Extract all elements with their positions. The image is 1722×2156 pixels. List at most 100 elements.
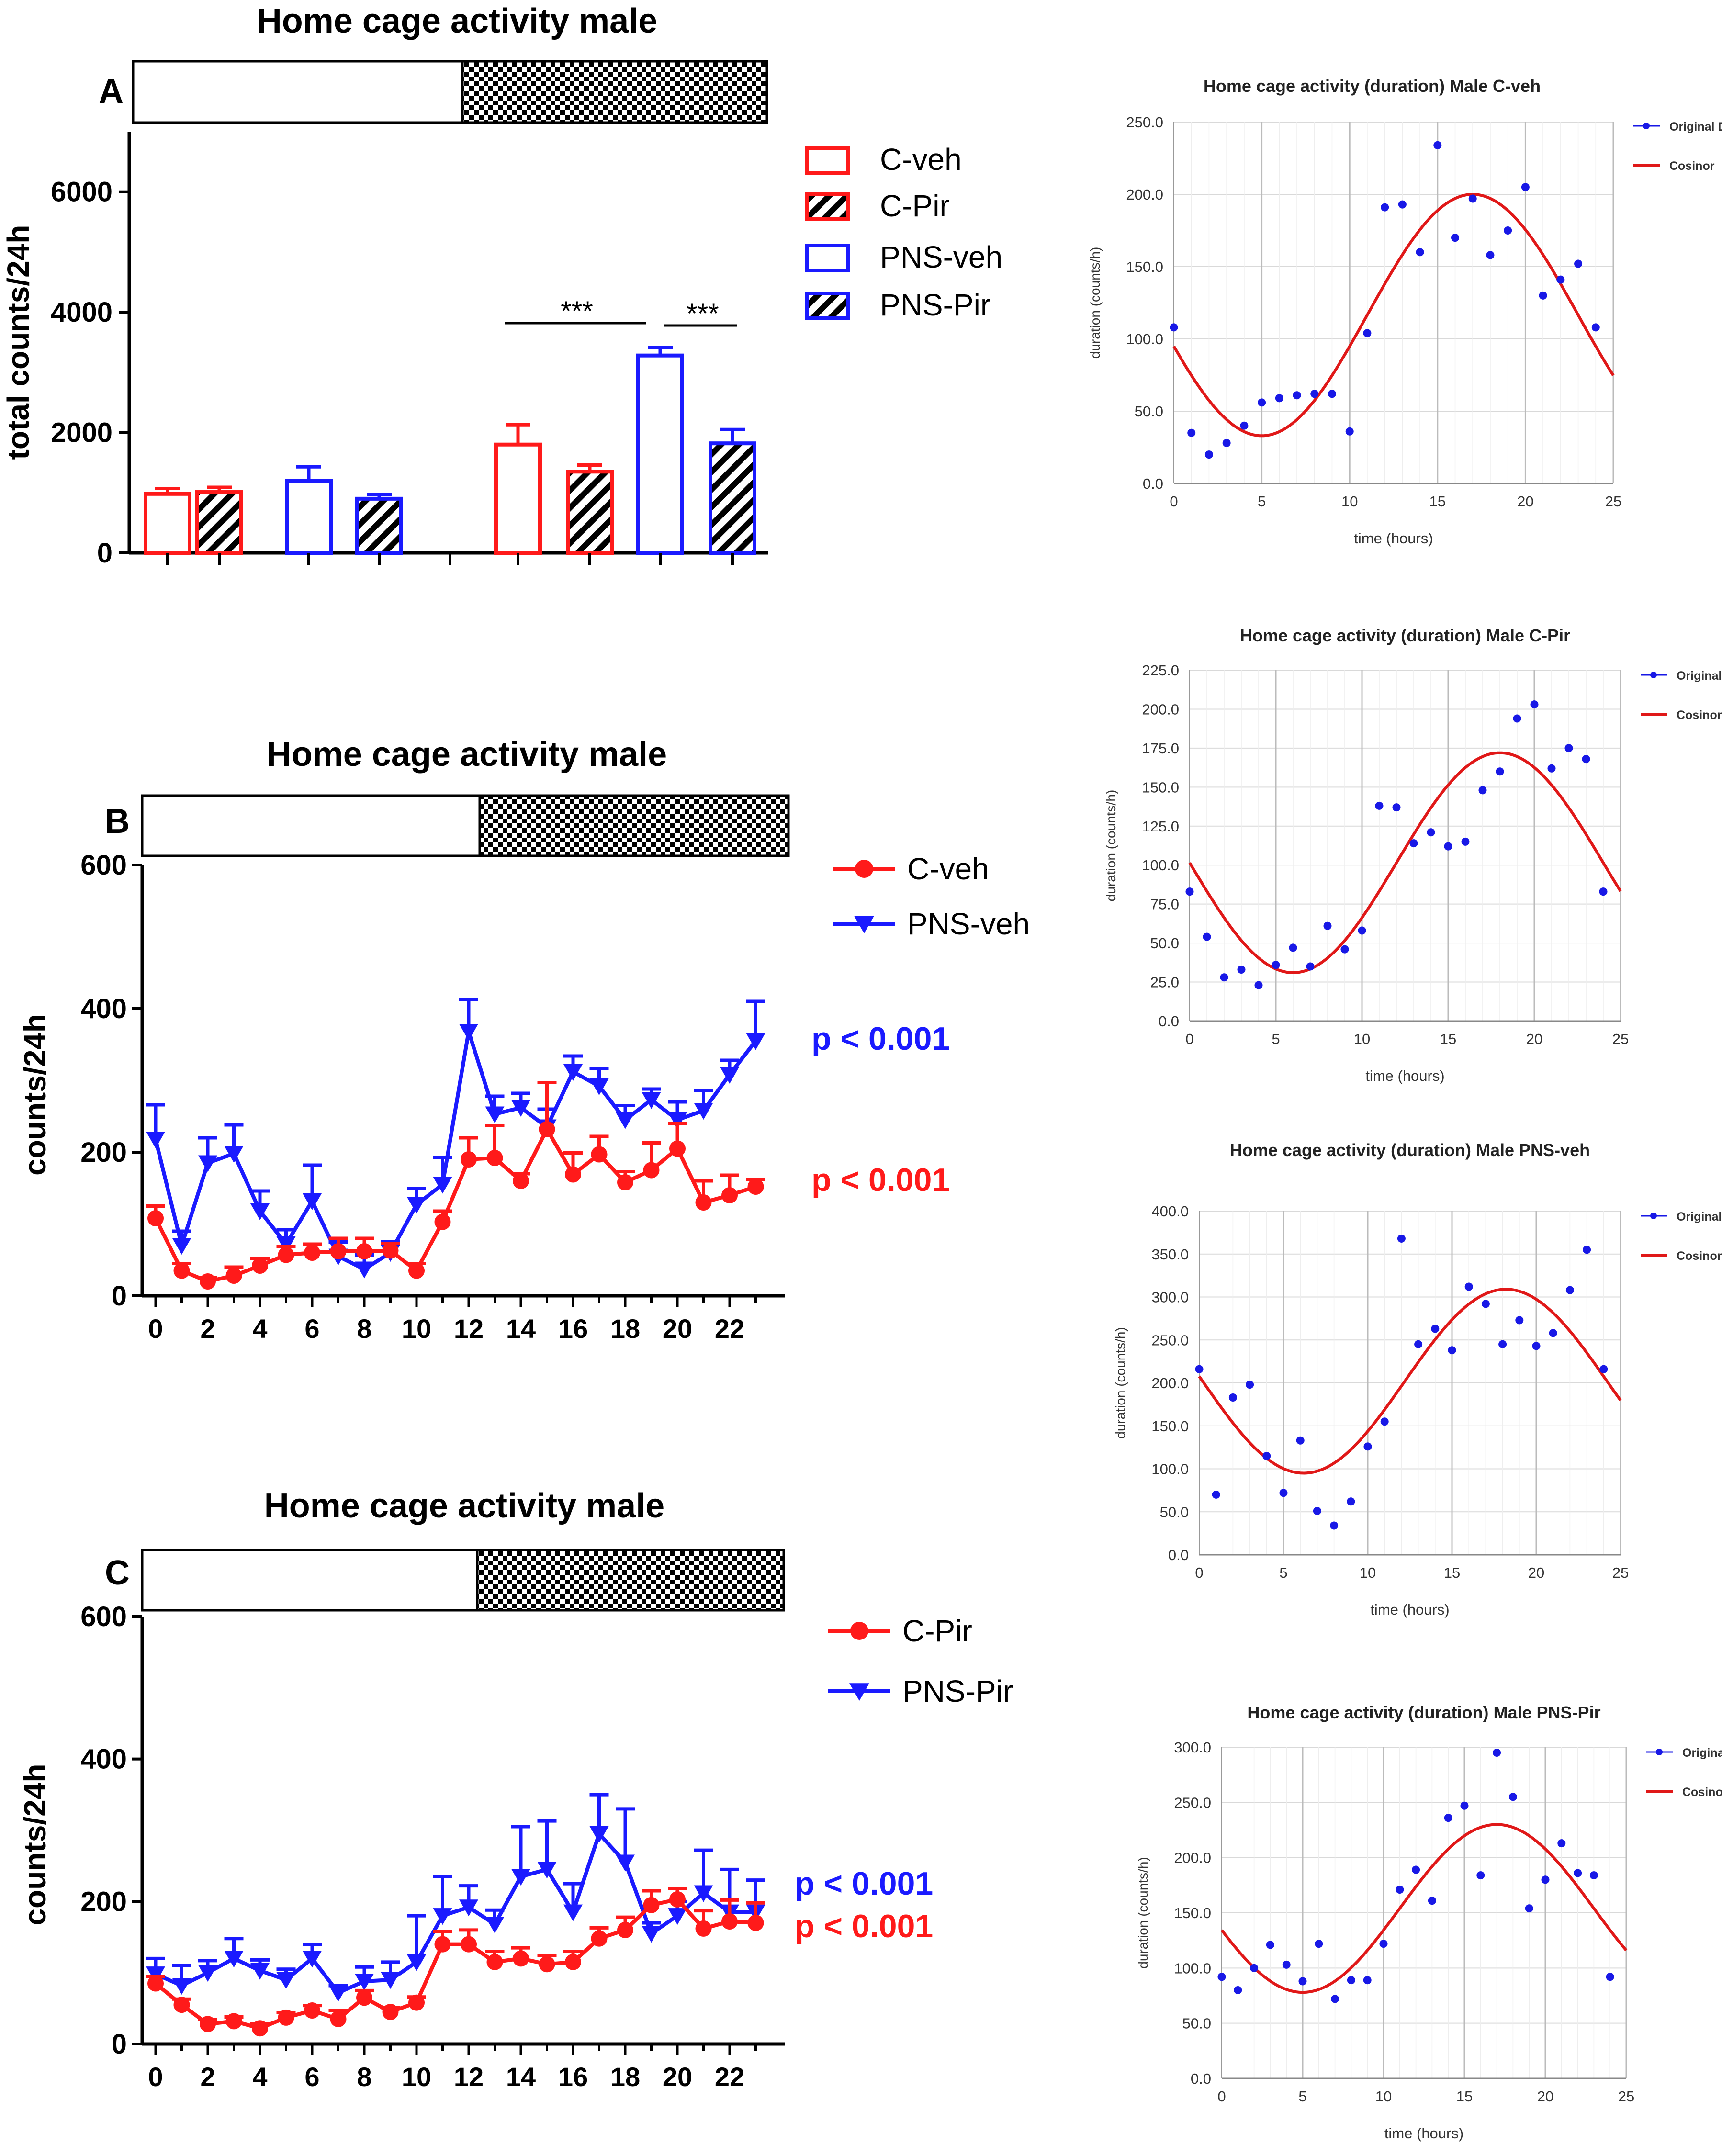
cosinor-2-data-point — [1375, 801, 1384, 810]
cosinor-1-data-point — [1222, 438, 1231, 447]
panel-b-point-pns-veh — [303, 1193, 322, 1210]
cosinor-1-y-tick-label: 0.0 — [1143, 475, 1163, 492]
cosinor-1-data-point — [1381, 203, 1389, 212]
panel-c-point-pns-pir — [303, 1951, 322, 1968]
panel-c-point-pns-pir — [616, 1854, 635, 1872]
cosinor-3-data-point — [1313, 1506, 1321, 1515]
panel-b-point-c-veh — [147, 1210, 164, 1226]
panel-c-x-tick-label: 0 — [148, 2062, 163, 2092]
cosinor-2-legend-marker — [1650, 672, 1657, 678]
cosinor-3-data-point — [1279, 1489, 1288, 1497]
cosinor-4-data-point — [1589, 1871, 1598, 1880]
cosinor-1-data-point — [1416, 248, 1424, 257]
panel-b-x-tick-label: 22 — [715, 1314, 744, 1344]
panel-b-legend-label: C-veh — [907, 852, 989, 886]
cosinor-2-y-tick-label: 100.0 — [1142, 857, 1179, 874]
cosinor-4-data-point — [1266, 1941, 1274, 1949]
cosinor-3-data-point — [1431, 1325, 1440, 1333]
cosinor-2-x-axis-label: time (hours) — [1365, 1067, 1444, 1084]
cosinor-1-data-point — [1293, 391, 1301, 400]
panel-a-bar-c-veh-light — [144, 492, 191, 555]
cosinor-3-data-point — [1599, 1365, 1608, 1373]
panel-c-x-tick-label: 12 — [454, 2062, 484, 2092]
cosinor-1-x-tick-label: 10 — [1341, 493, 1358, 510]
panel-b-p-value-c-veh: p < 0.001 — [811, 1162, 950, 1198]
panel-c-p-value-pns-pir: p < 0.001 — [795, 1865, 933, 1902]
panel-b-point-pns-veh — [146, 1132, 165, 1148]
cosinor-3-data-point — [1262, 1452, 1271, 1460]
cosinor-2-data-point — [1185, 887, 1194, 896]
cosinor-3-data-point — [1481, 1300, 1490, 1308]
cosinor-1-data-point — [1451, 234, 1460, 242]
panel-c-legend-marker — [850, 1622, 868, 1640]
cosinor-3-x-tick-label: 5 — [1279, 1564, 1287, 1581]
panel-b-x-tick-label: 16 — [558, 1314, 588, 1344]
cosinor-2-data-point — [1340, 945, 1349, 954]
cosinor-3-y-tick-label: 200.0 — [1151, 1375, 1189, 1392]
panel-c-x-tick-label: 14 — [506, 2062, 536, 2092]
panel-b-x-tick-label: 12 — [454, 1314, 484, 1344]
panel-a-bar-c-pir-dark — [566, 470, 614, 555]
panel-a-significance-label: *** — [561, 296, 593, 327]
panel-c-point-c-pir — [591, 1930, 608, 1947]
cosinor-1-data-point — [1363, 329, 1372, 337]
panel-c-point-c-pir — [695, 1920, 712, 1937]
panel-a-legend-label: PNS-veh — [880, 240, 1002, 274]
cosinor-4-data-point — [1460, 1801, 1469, 1810]
cosinor-1-y-tick-label: 100.0 — [1126, 331, 1163, 348]
panel-a-bar-pns-pir-light — [355, 496, 403, 555]
panel-b-point-c-veh — [643, 1162, 660, 1179]
cosinor-4-data-point — [1412, 1865, 1420, 1874]
cosinor-3-data-point — [1195, 1365, 1204, 1373]
cosinor-1-x-tick-label: 5 — [1258, 493, 1266, 510]
cosinor-2-data-point — [1203, 932, 1211, 941]
cosinor-4-data-point — [1606, 1973, 1614, 1981]
cosinor-4-data-point — [1476, 1871, 1485, 1880]
cosinor-1-data-point — [1556, 275, 1565, 284]
cosinor-4-data-point — [1396, 1886, 1404, 1894]
panel-c-point-c-pir — [747, 1914, 764, 1931]
cosinor-2-data-point — [1358, 926, 1366, 935]
panel-b-point-c-veh — [513, 1173, 529, 1189]
panel-c-point-c-pir — [304, 2002, 320, 2019]
panel-a-y-tick-label: 0 — [97, 538, 113, 569]
cosinor-4-x-tick-label: 5 — [1298, 2088, 1306, 2105]
panel-b-x-tick-label: 10 — [402, 1314, 431, 1344]
cosinor-4-y-tick-label: 250.0 — [1174, 1794, 1211, 1811]
cosinor-1-data-point — [1275, 394, 1283, 403]
panel-b-y-tick-label: 0 — [112, 1280, 127, 1312]
panel-b-point-pns-veh — [485, 1106, 505, 1123]
cosinor-4-legend-label: Cosinor — [1682, 1785, 1722, 1799]
panel-c-x-tick-label: 8 — [357, 2062, 371, 2092]
panel-c-point-pns-pir — [459, 1899, 478, 1917]
panel-b-y-axis-label: counts/24h — [18, 1014, 52, 1176]
cosinor-2-data-point — [1427, 828, 1435, 837]
panel-c-point-c-pir — [356, 1989, 372, 2006]
cosinor-3-x-tick-label: 20 — [1528, 1564, 1544, 1581]
panel-c-point-c-pir — [278, 2009, 294, 2026]
panel-b-legend-marker — [855, 860, 873, 878]
cosinor-2-data-point — [1254, 981, 1263, 989]
cosinor-2-x-tick-label: 25 — [1612, 1031, 1629, 1047]
cosinor-2-x-tick-label: 10 — [1354, 1031, 1370, 1047]
cosinor-2-data-point — [1272, 961, 1280, 969]
cosinor-4-data-point — [1493, 1749, 1501, 1757]
cosinor-2-data-point — [1599, 887, 1608, 896]
panel-a-legend-swatch — [805, 292, 850, 320]
cosinor-3-data-point — [1515, 1316, 1524, 1325]
cosinor-1-title: Home cage activity (duration) Male C-veh — [1204, 76, 1541, 96]
cosinor-3-cosinor-curve — [1198, 1288, 1622, 1475]
panel-b-x-tick-label: 8 — [357, 1314, 371, 1344]
panel-c-legend-marker — [849, 1683, 869, 1701]
cosinor-2-data-point — [1496, 767, 1504, 776]
panel-c-y-tick-label: 0 — [112, 2029, 127, 2060]
cosinor-2-cosinor-curve — [1188, 751, 1622, 975]
cosinor-1-x-tick-label: 0 — [1170, 493, 1178, 510]
panel-c-point-pns-pir — [276, 1972, 296, 1989]
panel-b-dark-phase-box — [478, 794, 790, 857]
panel-b-series-line-c-veh — [154, 1127, 756, 1283]
panel-a-bar-pns-pir-dark — [709, 441, 756, 555]
cosinor-2-y-tick-label: 50.0 — [1150, 935, 1179, 952]
panel-c-title: Home cage activity male — [264, 1487, 664, 1525]
panel-b-point-c-veh — [330, 1243, 347, 1259]
